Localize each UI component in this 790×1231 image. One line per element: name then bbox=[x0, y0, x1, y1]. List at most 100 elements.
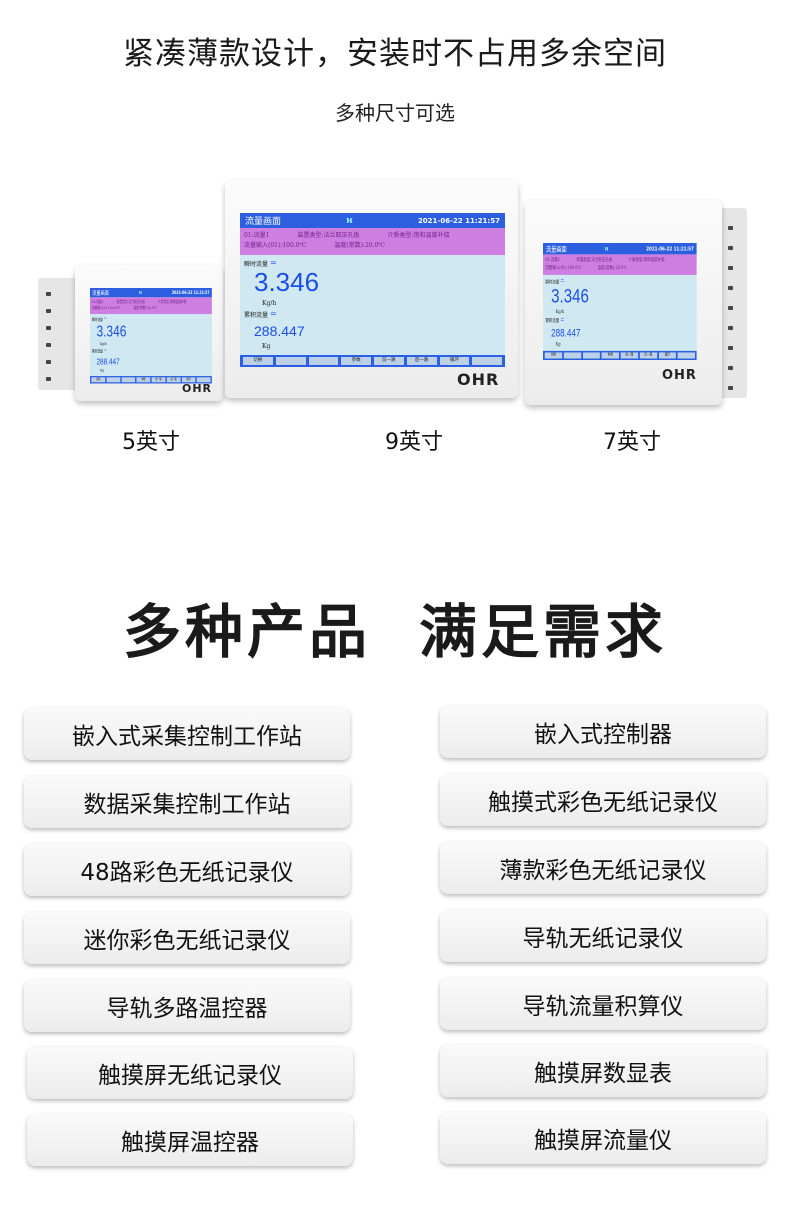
temperature: 温度(常数):20.0℃ bbox=[334, 242, 386, 249]
section-heading: 多种产品 满足需求 bbox=[0, 585, 790, 669]
product-button[interactable]: 触摸屏数显表 bbox=[440, 1045, 766, 1097]
screen-button[interactable]: 前一路 bbox=[151, 377, 166, 383]
brand-logo: OHR bbox=[662, 368, 697, 383]
vent-hole bbox=[728, 346, 733, 350]
screen-button[interactable] bbox=[472, 357, 502, 365]
screen-button[interactable] bbox=[308, 357, 339, 365]
logo-icon: ᴎ bbox=[604, 244, 609, 253]
heading-right: 满足需求 bbox=[419, 598, 668, 666]
screen-button[interactable] bbox=[121, 377, 136, 383]
product-button[interactable]: 触摸式彩色无纸记录仪 bbox=[440, 774, 766, 826]
total-unit: Kg bbox=[262, 343, 271, 350]
screen-button[interactable] bbox=[196, 377, 211, 383]
flow-input: 流量输入(01):100.0℃ bbox=[244, 242, 307, 249]
vent-hole bbox=[46, 343, 51, 347]
screen-title: 流量画面 bbox=[245, 217, 282, 227]
instant-unit: Kg/h bbox=[555, 309, 565, 315]
total-value: 288.447 bbox=[96, 356, 120, 367]
screen-button[interactable]: 切换 bbox=[544, 352, 562, 359]
equals: = bbox=[103, 347, 107, 354]
screen-info: 01:流量1 装置类型:法兰取压孔板 介质类型:饱和温度补偿 流量输入(01):100… bbox=[90, 297, 212, 315]
temperature: 温度(常数):20.0℃ bbox=[133, 305, 157, 311]
product-button[interactable]: 触摸屏温控器 bbox=[27, 1114, 353, 1166]
vent-hole bbox=[728, 226, 733, 230]
flow-input: 流量输入(01):100.0℃ bbox=[91, 305, 121, 311]
product-button[interactable]: 导轨多路温控器 bbox=[24, 980, 350, 1032]
screen-button[interactable]: 参数 bbox=[136, 377, 151, 383]
device-5-screen: 流量画面 ᴎ 2021-06-22 11:21:57 01:流量1 装置类型:法兰取压… bbox=[90, 288, 212, 384]
vent-hole bbox=[728, 306, 733, 310]
channel: 01:流量1 bbox=[244, 232, 270, 239]
screen-button[interactable]: 切换 bbox=[91, 377, 106, 383]
vent-hole bbox=[46, 360, 51, 364]
size-label-9: 9英寸 bbox=[385, 430, 443, 455]
instant-value: 3.346 bbox=[551, 284, 589, 307]
screen-button[interactable] bbox=[677, 352, 695, 359]
product-button[interactable]: 嵌入式采集控制工作站 bbox=[24, 708, 350, 760]
device-5-connector bbox=[38, 278, 78, 390]
screen-button[interactable]: 参数 bbox=[601, 352, 619, 359]
instant-unit: Kg/h bbox=[262, 300, 277, 307]
screen-datetime: 2021-06-22 11:21:57 bbox=[646, 245, 694, 252]
instant-label: 瞬时流量 bbox=[91, 317, 103, 323]
medium-type: 介质类型:饱和温度补偿 bbox=[387, 232, 450, 239]
product-button[interactable]: 嵌入式控制器 bbox=[440, 706, 766, 758]
screen-button[interactable]: 后一路 bbox=[166, 377, 181, 383]
device-type: 装置类型:法兰取压孔板 bbox=[297, 232, 360, 239]
equals: = bbox=[103, 315, 107, 322]
total-unit: Kg bbox=[555, 341, 561, 348]
heading-left: 多种产品 bbox=[122, 598, 371, 666]
instant-label: 瞬时流量 bbox=[244, 261, 269, 268]
product-button[interactable]: 48路彩色无纸记录仪 bbox=[24, 844, 350, 896]
screen-button[interactable]: 前一路 bbox=[620, 352, 638, 359]
logo-icon: ᴎ bbox=[138, 289, 142, 296]
product-button[interactable]: 导轨无纸记录仪 bbox=[440, 910, 766, 962]
flow-input: 流量输入(01):100.0℃ bbox=[545, 265, 582, 271]
instant-value: 3.346 bbox=[96, 321, 127, 341]
device-type: 装置类型:法兰取压孔板 bbox=[116, 299, 145, 305]
total-label: 累积流量 bbox=[545, 318, 560, 324]
equals: = bbox=[560, 315, 565, 323]
product-button[interactable]: 触摸屏无纸记录仪 bbox=[27, 1047, 353, 1099]
device-9-screen: 流量画面 ᴎ 2021-06-22 11:21:57 01:流量1 装置类型:法兰取压… bbox=[240, 213, 505, 367]
vent-hole bbox=[46, 292, 51, 296]
product-button[interactable]: 薄款彩色无纸记录仪 bbox=[440, 842, 766, 894]
total-unit: Kg bbox=[100, 368, 104, 373]
vent-hole bbox=[46, 377, 51, 381]
device-type: 装置类型:法兰取压孔板 bbox=[576, 257, 613, 263]
screen-button[interactable]: 参数 bbox=[341, 357, 371, 365]
screen-button[interactable] bbox=[275, 357, 306, 365]
page-subtitle: 多种尺寸可选 bbox=[335, 101, 455, 125]
screen-button[interactable]: 后一路 bbox=[406, 357, 437, 365]
medium-type: 介质类型:饱和温度补偿 bbox=[157, 299, 187, 305]
brand-logo: OHR bbox=[457, 370, 500, 389]
product-button[interactable]: 迷你彩色无纸记录仪 bbox=[24, 912, 350, 964]
screen-button[interactable]: 后一路 bbox=[639, 352, 657, 359]
total-label: 累积流量 bbox=[244, 312, 269, 319]
size-label-5: 5英寸 bbox=[122, 430, 180, 455]
instant-label: 瞬时流量 bbox=[545, 279, 560, 285]
screen-title: 流量画面 bbox=[92, 290, 109, 297]
screen-button[interactable]: 循环 bbox=[658, 352, 676, 359]
vent-hole bbox=[46, 309, 51, 313]
product-button[interactable]: 导轨流量积算仪 bbox=[440, 978, 766, 1030]
product-button[interactable]: 数据采集控制工作站 bbox=[24, 776, 350, 828]
size-label-7: 7英寸 bbox=[603, 430, 661, 455]
screen-button[interactable] bbox=[582, 352, 600, 359]
product-button[interactable]: 触摸屏流量仪 bbox=[440, 1112, 766, 1164]
screen-button[interactable]: 前一路 bbox=[374, 357, 404, 365]
instant-value: 3.346 bbox=[254, 267, 320, 297]
screen-button[interactable]: 循环 bbox=[181, 377, 196, 383]
screen-button[interactable]: 切换 bbox=[243, 357, 273, 365]
vent-hole bbox=[728, 266, 733, 270]
instant-unit: Kg/h bbox=[100, 341, 107, 347]
screen-button[interactable] bbox=[563, 352, 581, 359]
screen-button[interactable] bbox=[106, 377, 121, 383]
temperature: 温度(常数):20.0℃ bbox=[597, 265, 628, 271]
channel: 01:流量1 bbox=[545, 257, 561, 263]
screen-button[interactable]: 循环 bbox=[439, 357, 470, 365]
device-7-screen: 流量画面 ᴎ 2021-06-22 11:21:57 01:流量1 装置类型:法兰取压… bbox=[543, 243, 697, 361]
page-title: 紧凑薄款设计，安装时不占用多余空间 bbox=[123, 36, 667, 72]
vent-hole bbox=[46, 326, 51, 330]
screen-button-bar: 切换 参数 前一路 后一路 循环 bbox=[543, 350, 697, 361]
